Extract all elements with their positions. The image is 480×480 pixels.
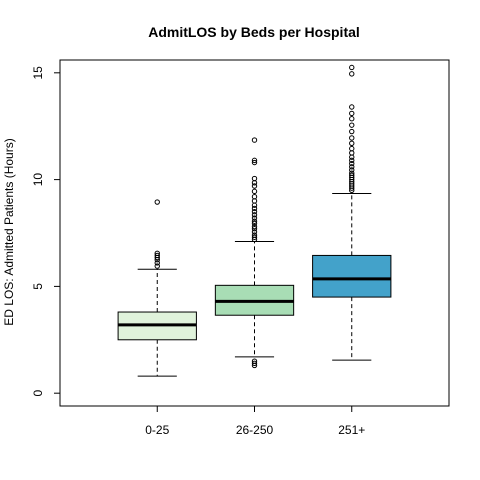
outlier-point-251- [349, 64, 355, 71]
outlier-point-0-25 [154, 252, 160, 259]
outlier-point-251- [349, 104, 355, 110]
y-tick-label: 15 [31, 66, 45, 80]
outlier-point-26-250 [251, 205, 258, 212]
outlier-point-26-250 [251, 358, 258, 364]
outlier-point-26-250 [251, 223, 258, 230]
y-tick-label: 5 [31, 283, 45, 290]
outlier-point-251- [349, 140, 355, 146]
outlier-point-26-250 [251, 218, 258, 224]
outlier-point-26-250 [251, 208, 258, 215]
outlier-point-26-250 [251, 226, 258, 232]
outlier-point-26-250 [251, 188, 258, 195]
outlier-point-251- [349, 172, 355, 179]
outlier-point-0-25 [154, 260, 160, 266]
outlier-point-251- [349, 145, 355, 152]
outlier-point-251- [349, 128, 355, 135]
outlier-point-251- [349, 160, 355, 167]
outlier-point-251- [349, 135, 355, 141]
outlier-point-0-25 [154, 250, 160, 256]
x-tick-label: 251+ [338, 423, 365, 437]
y-tick-label: 0 [31, 390, 45, 397]
outlier-point-26-250 [251, 193, 258, 200]
outlier-point-251- [349, 110, 355, 117]
outlier-point-0-25 [154, 199, 160, 205]
outlier-point-26-250 [251, 212, 258, 218]
outlier-point-26-250 [251, 215, 258, 221]
outlier-point-26-250 [251, 159, 258, 166]
outlier-point-26-250 [251, 137, 258, 143]
box-251- [312, 254, 392, 298]
outlier-point-26-250 [251, 360, 258, 366]
outlier-point-0-25 [154, 263, 160, 269]
outlier-point-251- [349, 122, 355, 128]
outlier-point-251- [349, 116, 355, 122]
x-tick-label: 0-25 [145, 423, 169, 437]
plot-area: 0 5 10 15 0-25 26-250 251+ [31, 59, 450, 437]
x-tick-label: 26-250 [236, 423, 274, 437]
outlier-point-26-250 [251, 232, 258, 238]
outlier-point-251- [349, 157, 355, 164]
chart-title: AdmitLOS by Beds per Hospital [148, 24, 360, 40]
outlier-point-26-250 [251, 234, 258, 240]
outlier-point-251- [349, 164, 355, 170]
y-axis-label: ED LOS: Admitted Patients (Hours) [2, 138, 16, 325]
outlier-point-26-250 [251, 175, 258, 182]
outlier-point-251- [349, 71, 355, 77]
outlier-point-26-250 [251, 229, 258, 235]
outlier-point-251- [349, 170, 355, 176]
outlier-point-26-250 [251, 183, 258, 189]
outlier-point-26-250 [251, 220, 258, 227]
y-tick-label: 10 [31, 173, 45, 187]
outlier-point-26-250 [251, 157, 258, 164]
outlier-point-251- [349, 167, 355, 173]
